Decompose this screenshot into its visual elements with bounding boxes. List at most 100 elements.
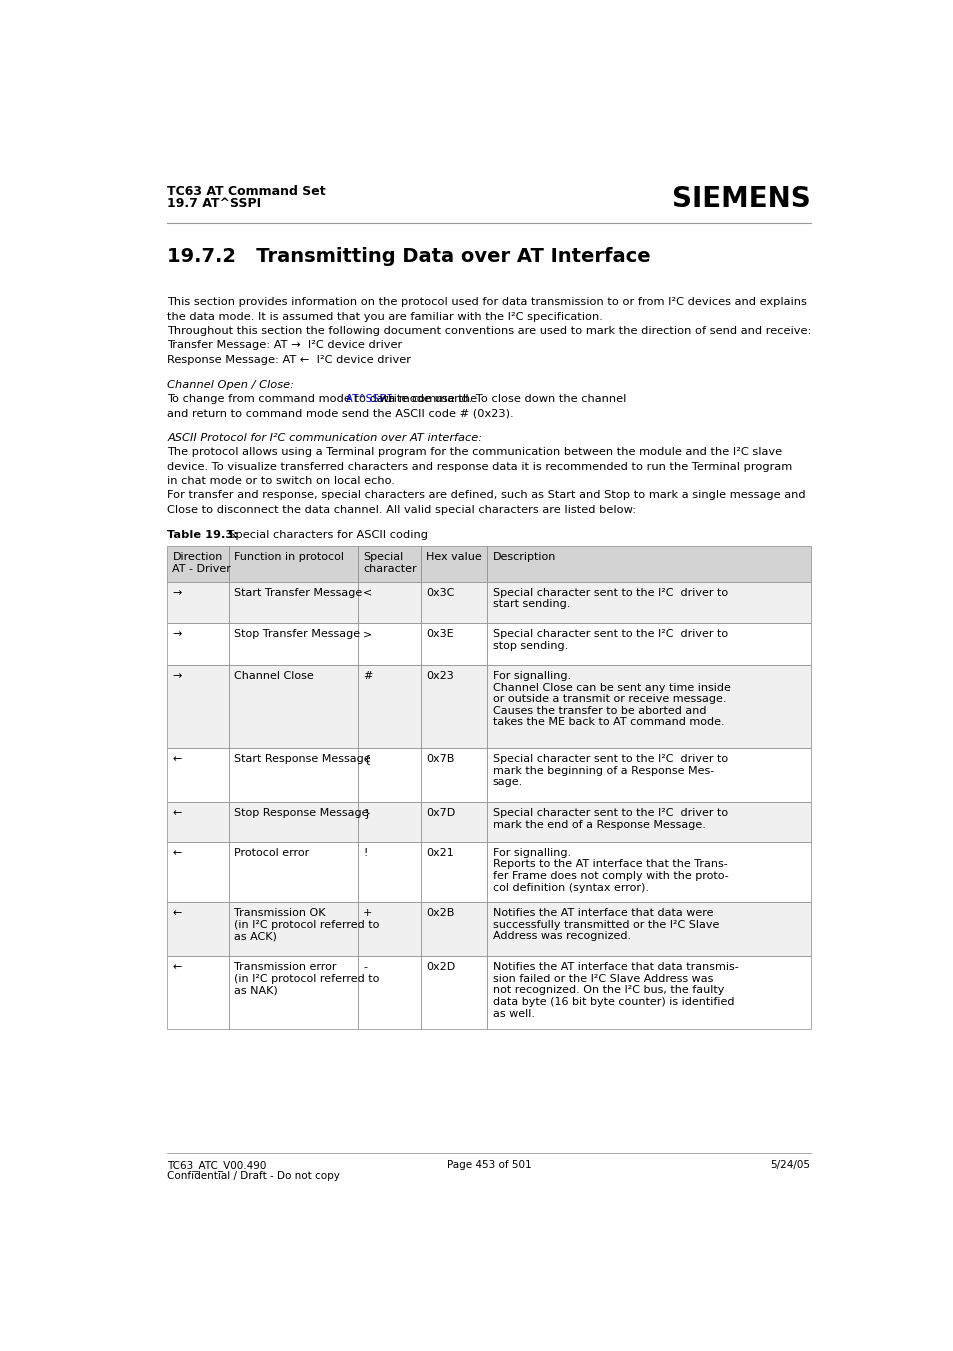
Text: For transfer and response, special characters are defined, such as Start and Sto: For transfer and response, special chara… <box>167 490 805 500</box>
Text: }: } <box>363 808 370 819</box>
Text: Transfer Message: AT →  I²C device driver: Transfer Message: AT → I²C device driver <box>167 340 402 350</box>
Bar <box>229 546 357 581</box>
Bar <box>487 546 810 581</box>
Bar <box>357 842 420 902</box>
Text: ←: ← <box>172 908 182 919</box>
Bar <box>167 546 229 581</box>
Text: →: → <box>172 671 182 681</box>
Text: in chat mode or to switch on local echo.: in chat mode or to switch on local echo. <box>167 476 395 486</box>
Bar <box>167 802 229 842</box>
Text: To change from command mode to data mode use the: To change from command mode to data mode… <box>167 394 480 404</box>
Text: #: # <box>363 671 373 681</box>
Bar <box>357 546 420 581</box>
Text: Special character sent to the I²C  driver to
start sending.: Special character sent to the I²C driver… <box>492 588 727 609</box>
Text: and return to command mode send the ASCII code # (0x23).: and return to command mode send the ASCI… <box>167 408 514 419</box>
Bar <box>167 842 229 902</box>
Bar <box>420 957 487 1029</box>
Text: Stop Response Message: Stop Response Message <box>233 808 368 819</box>
Text: Special character sent to the I²C  driver to
mark the end of a Response Message.: Special character sent to the I²C driver… <box>492 808 727 830</box>
Bar <box>167 957 229 1029</box>
Text: Direction
AT - Driver: Direction AT - Driver <box>172 553 232 574</box>
Text: Response Message: AT ←  I²C device driver: Response Message: AT ← I²C device driver <box>167 355 411 365</box>
Text: 19.7 AT^SSPI: 19.7 AT^SSPI <box>167 197 261 211</box>
Text: Page 453 of 501: Page 453 of 501 <box>446 1159 531 1170</box>
Text: 0x7D: 0x7D <box>426 808 455 819</box>
Text: Confidential / Draft - Do not copy: Confidential / Draft - Do not copy <box>167 1171 340 1181</box>
Bar <box>357 957 420 1029</box>
Text: Transmission error
(in I²C protocol referred to
as NAK): Transmission error (in I²C protocol refe… <box>233 962 379 996</box>
Bar <box>420 581 487 623</box>
Bar <box>229 748 357 802</box>
Text: the data mode. It is assumed that you are familiar with the I²C specification.: the data mode. It is assumed that you ar… <box>167 312 602 322</box>
Text: Table 19.3:: Table 19.3: <box>167 530 238 539</box>
Text: Channel Open / Close:: Channel Open / Close: <box>167 380 294 389</box>
Bar <box>229 581 357 623</box>
Text: For signalling.
Reports to the AT interface that the Trans-
fer Frame does not c: For signalling. Reports to the AT interf… <box>492 848 727 893</box>
Text: AT^SSPI: AT^SSPI <box>346 394 394 404</box>
Bar <box>167 581 229 623</box>
Text: 5/24/05: 5/24/05 <box>770 1159 810 1170</box>
Bar <box>167 748 229 802</box>
Text: ASCII Protocol for I²C communication over AT interface:: ASCII Protocol for I²C communication ove… <box>167 434 482 443</box>
Bar <box>420 842 487 902</box>
Bar <box>487 623 810 665</box>
Text: 0x2B: 0x2B <box>426 908 454 919</box>
Text: 0x3C: 0x3C <box>426 588 454 597</box>
Bar <box>420 546 487 581</box>
Bar <box>229 665 357 748</box>
Text: →: → <box>172 630 182 639</box>
Text: ←: ← <box>172 754 182 765</box>
Bar <box>420 802 487 842</box>
Bar <box>487 748 810 802</box>
Text: !: ! <box>363 848 367 858</box>
Text: +: + <box>363 908 373 919</box>
Text: {: { <box>363 754 370 765</box>
Bar <box>487 957 810 1029</box>
Text: ←: ← <box>172 848 182 858</box>
Text: Hex value: Hex value <box>426 553 481 562</box>
Bar <box>487 802 810 842</box>
Bar <box>420 748 487 802</box>
Text: Close to disconnect the data channel. All valid special characters are listed be: Close to disconnect the data channel. Al… <box>167 505 636 515</box>
Text: -: - <box>363 962 367 973</box>
Text: Transmission OK
(in I²C protocol referred to
as ACK): Transmission OK (in I²C protocol referre… <box>233 908 379 942</box>
Text: Special character sent to the I²C  driver to
stop sending.: Special character sent to the I²C driver… <box>492 630 727 651</box>
Text: write command. To close down the channel: write command. To close down the channel <box>375 394 625 404</box>
Text: <: < <box>363 588 372 597</box>
Text: Channel Close: Channel Close <box>233 671 314 681</box>
Text: Throughout this section the following document conventions are used to mark the : Throughout this section the following do… <box>167 326 811 336</box>
Bar <box>420 623 487 665</box>
Text: Function in protocol: Function in protocol <box>233 553 343 562</box>
Bar <box>229 802 357 842</box>
Bar <box>487 665 810 748</box>
Bar <box>167 623 229 665</box>
Text: For signalling.
Channel Close can be sent any time inside
or outside a transmit : For signalling. Channel Close can be sen… <box>492 671 730 727</box>
Text: TC63_ATC_V00.490: TC63_ATC_V00.490 <box>167 1159 267 1171</box>
Text: >: > <box>363 630 372 639</box>
Text: 0x21: 0x21 <box>426 848 454 858</box>
Text: Special character sent to the I²C  driver to
mark the beginning of a Response Me: Special character sent to the I²C driver… <box>492 754 727 788</box>
Text: 0x7B: 0x7B <box>426 754 454 765</box>
Bar <box>357 623 420 665</box>
Bar <box>229 623 357 665</box>
Text: Stop Transfer Message: Stop Transfer Message <box>233 630 359 639</box>
Text: →: → <box>172 588 182 597</box>
Text: This section provides information on the protocol used for data transmission to : This section provides information on the… <box>167 297 806 308</box>
Bar <box>357 748 420 802</box>
Bar <box>487 581 810 623</box>
Text: 0x23: 0x23 <box>426 671 454 681</box>
Bar <box>420 665 487 748</box>
Text: Notifies the AT interface that data transmis-
sion failed or the I²C Slave Addre: Notifies the AT interface that data tran… <box>492 962 738 1019</box>
Text: Notifies the AT interface that data were
successfully transmitted or the I²C Sla: Notifies the AT interface that data were… <box>492 908 719 942</box>
Text: The protocol allows using a Terminal program for the communication between the m: The protocol allows using a Terminal pro… <box>167 447 781 458</box>
Text: 0x2D: 0x2D <box>426 962 455 973</box>
Bar <box>487 842 810 902</box>
Text: ←: ← <box>172 962 182 973</box>
Bar <box>229 957 357 1029</box>
Text: SIEMENS: SIEMENS <box>671 185 810 213</box>
Text: device. To visualize transferred characters and response data it is recommended : device. To visualize transferred charact… <box>167 462 792 471</box>
Bar <box>357 581 420 623</box>
Bar <box>167 902 229 957</box>
Text: Start Response Message: Start Response Message <box>233 754 370 765</box>
Bar <box>487 902 810 957</box>
